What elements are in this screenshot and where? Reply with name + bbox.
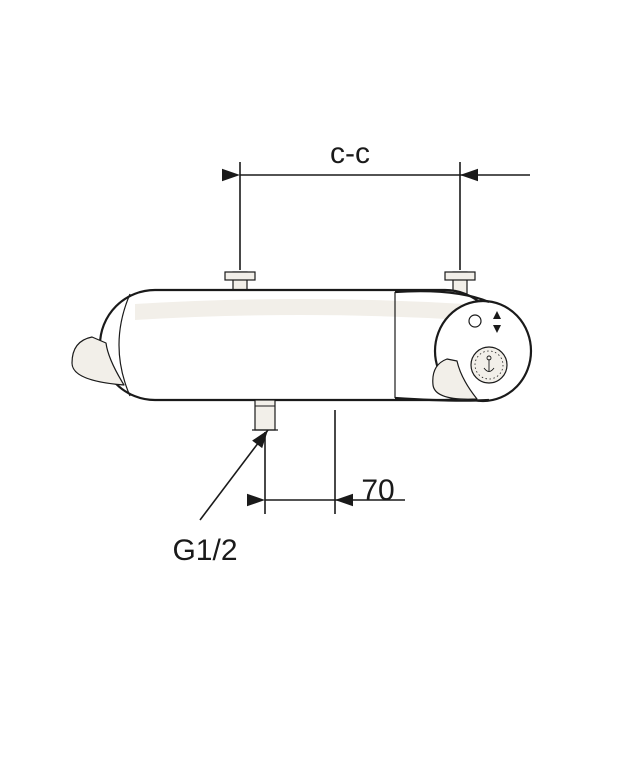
product-outline bbox=[72, 272, 531, 430]
dimension-label-70: 70 bbox=[361, 474, 394, 507]
technical-drawing: c-c G1/2 70 bbox=[0, 0, 618, 770]
dimension-label-cc: c-c bbox=[330, 137, 370, 170]
dimension-label-g12: G1/2 bbox=[172, 534, 237, 567]
